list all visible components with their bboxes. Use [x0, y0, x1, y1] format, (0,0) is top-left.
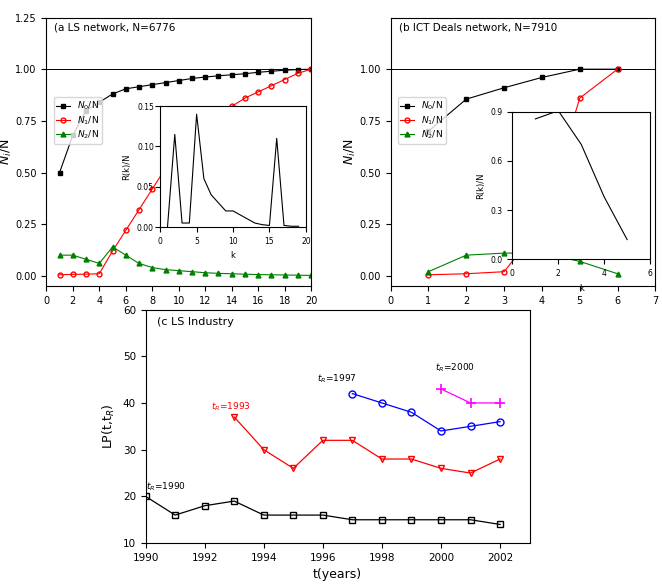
Text: $t_R$=2000: $t_R$=2000 [435, 361, 475, 374]
Legend: $N_0$/N, $N_1$/N, $N_2$/N: $N_0$/N, $N_1$/N, $N_2$/N [54, 98, 101, 144]
Text: (c LS Industry: (c LS Industry [157, 317, 234, 326]
X-axis label: k: k [520, 311, 526, 325]
Text: $t_R$=1993: $t_R$=1993 [211, 401, 250, 413]
X-axis label: k: k [175, 311, 182, 325]
Text: (a LS network, N=6776: (a LS network, N=6776 [54, 23, 175, 33]
Text: $t_R$=1997: $t_R$=1997 [317, 373, 357, 385]
Legend: $N_0$/N, $N_1$/N, $N_2$/N: $N_0$/N, $N_1$/N, $N_2$/N [398, 98, 446, 144]
Y-axis label: LP(t,t$_R$): LP(t,t$_R$) [101, 404, 117, 449]
X-axis label: t(years): t(years) [313, 568, 362, 582]
Y-axis label: $N_i$/N: $N_i$/N [0, 138, 14, 165]
Text: (b ICT Deals network, N=7910: (b ICT Deals network, N=7910 [399, 23, 557, 33]
Text: $t_R$=1990: $t_R$=1990 [146, 481, 185, 493]
Y-axis label: $N_i$/N: $N_i$/N [343, 138, 358, 165]
